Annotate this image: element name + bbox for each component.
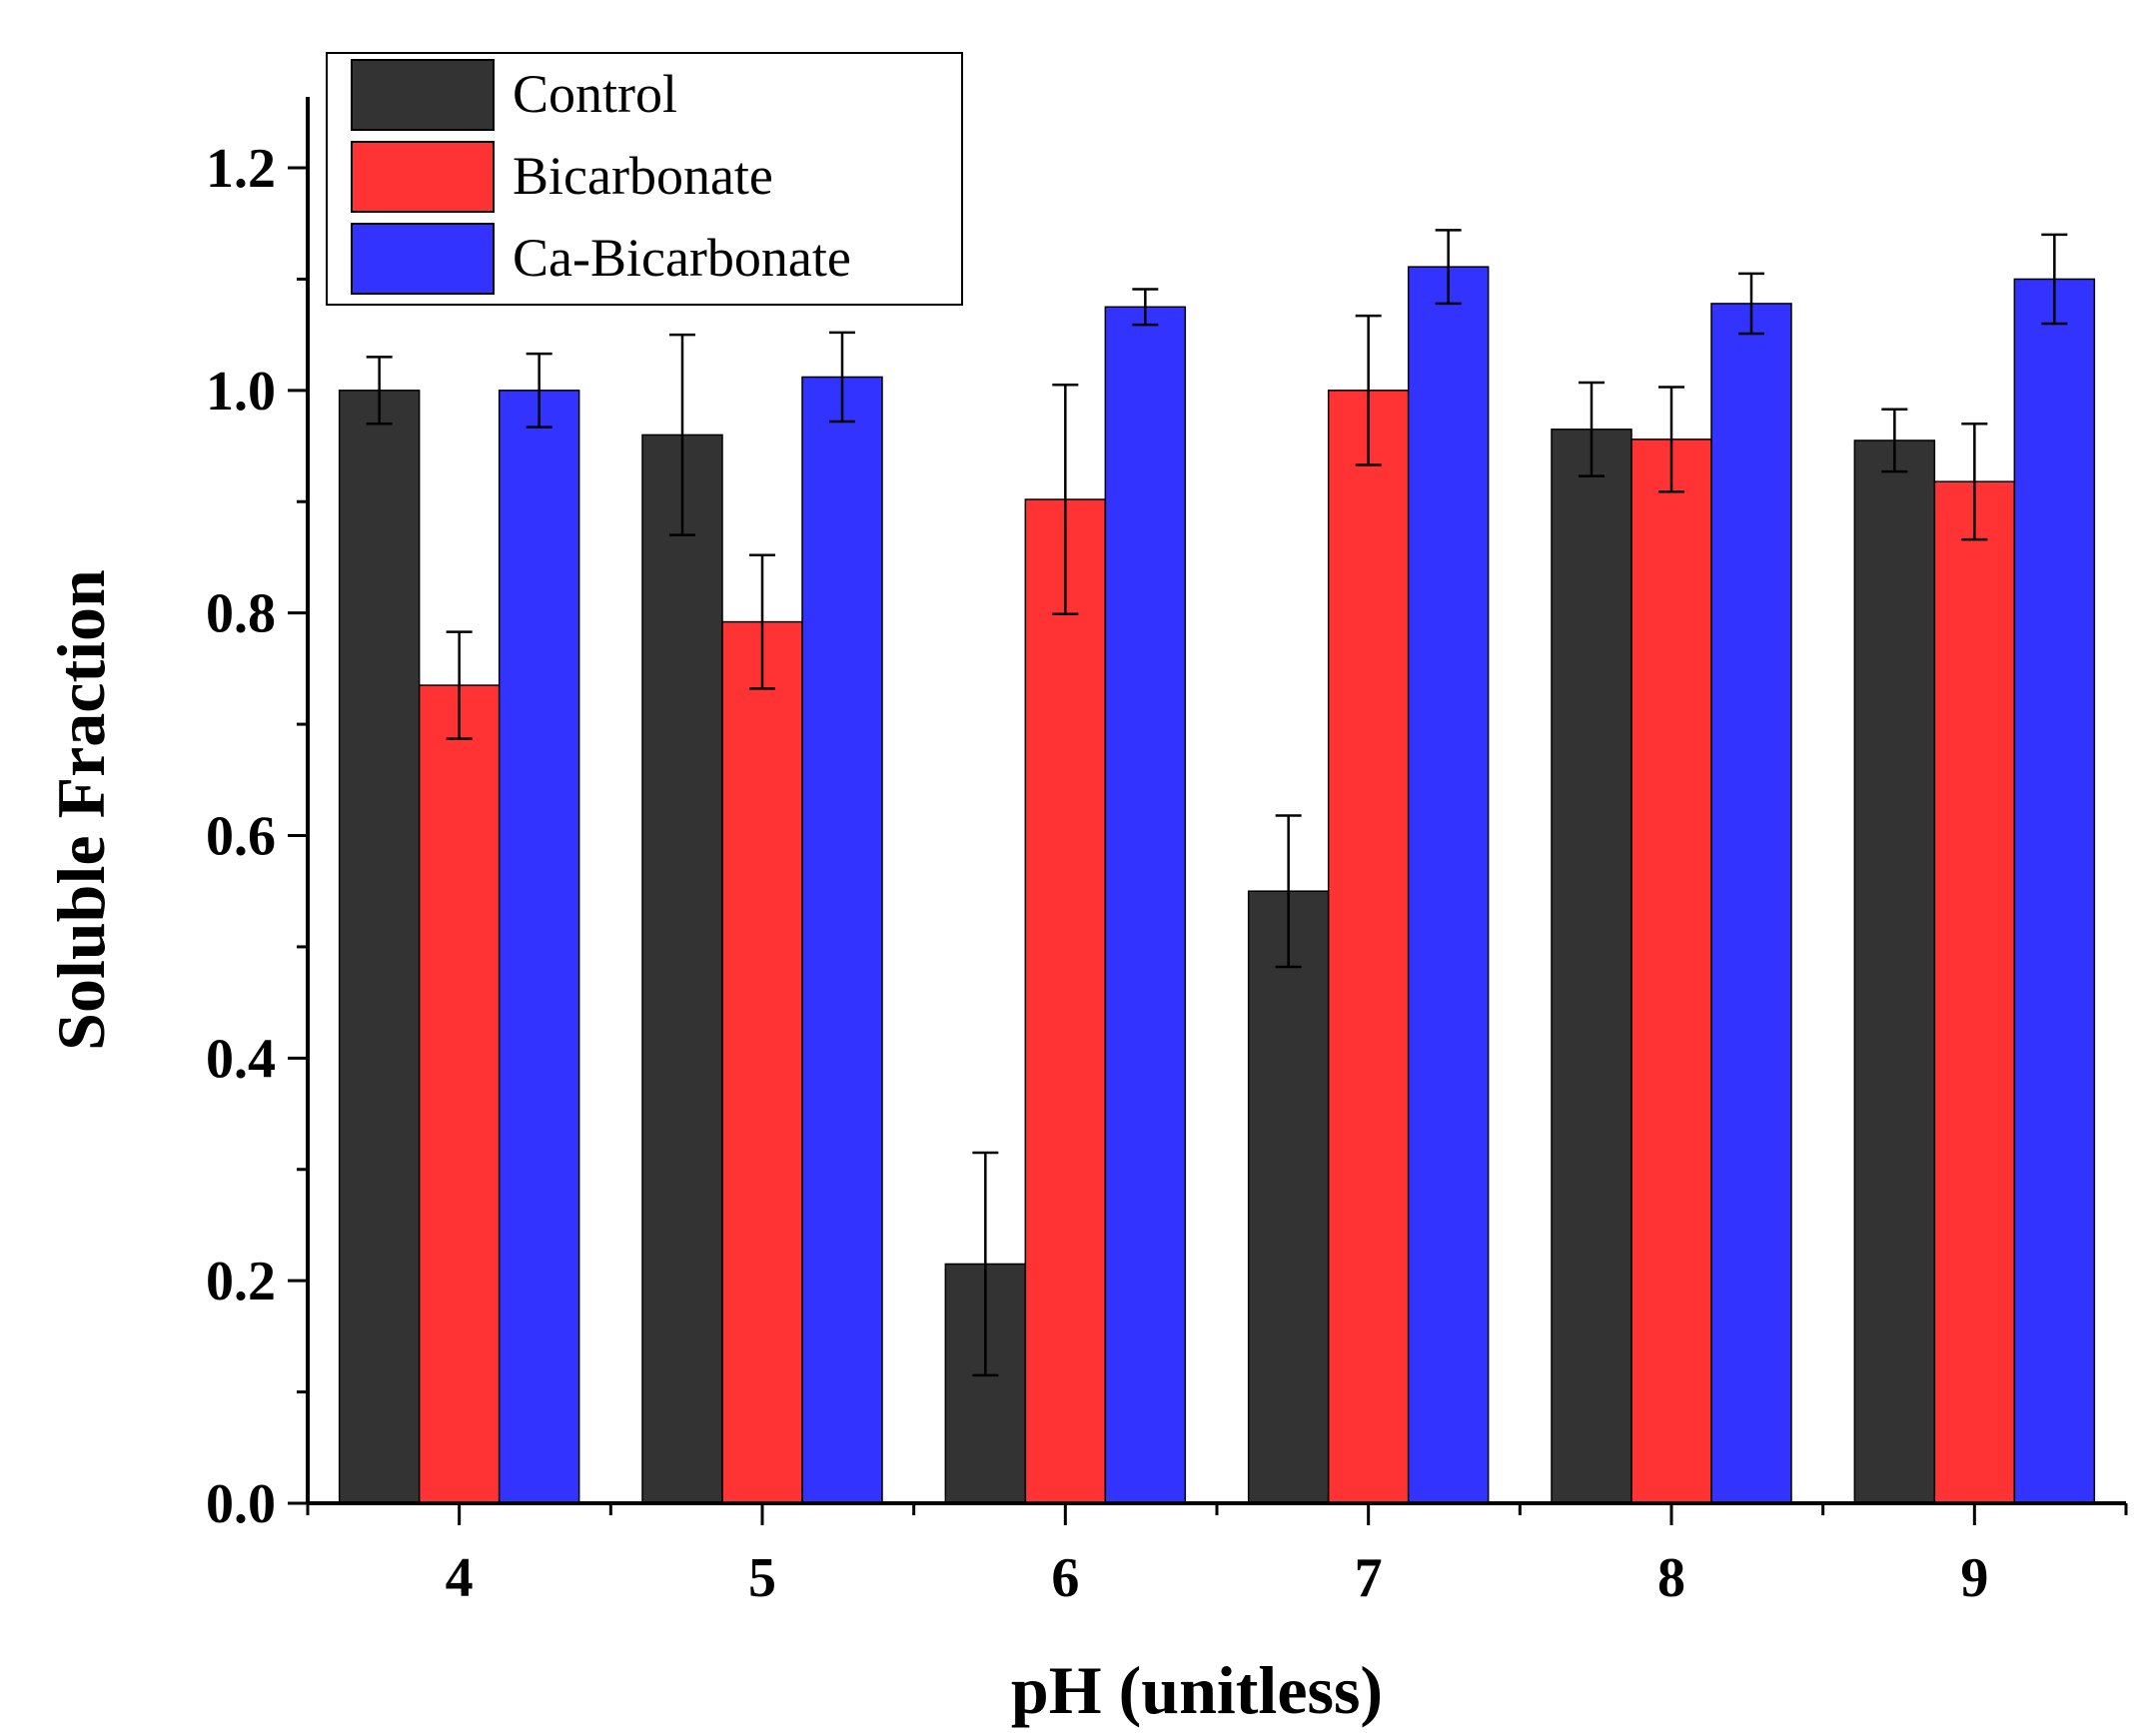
bar-ca-bicarbonate-ph-5 [801,376,883,1504]
bar-bicarbonate-ph-5 [721,620,803,1504]
bar-ca-bicarbonate-ph-9 [2013,278,2096,1504]
y-tick-label: 1.2 [206,138,276,200]
error-bar-control-ph-5 [669,333,695,536]
plot-area [338,229,2096,1504]
x-tick-label: 4 [446,1547,474,1609]
bar-ca-bicarbonate-ph-8 [1710,303,1792,1504]
bar-bicarbonate-ph-9 [1933,480,2016,1504]
bar-control-ph-7 [1247,890,1330,1504]
legend-swatch-ca-bicarbonate [351,223,495,295]
x-tick-label: 7 [1355,1547,1383,1609]
x-tick-label: 6 [1051,1547,1079,1609]
bar-bicarbonate-ph-7 [1327,390,1410,1504]
bar-ca-bicarbonate-ph-4 [498,390,580,1504]
bar-control-ph-8 [1551,429,1632,1504]
error-bar-control-ph-4 [366,356,393,426]
error-bar-ca-bicarbonate-ph-9 [2041,233,2068,326]
error-bar-ca-bicarbonate-ph-6 [1132,288,1159,327]
y-tick-label: 0.6 [206,806,276,868]
bar-bicarbonate-ph-6 [1024,498,1107,1504]
bar-bicarbonate-ph-8 [1630,438,1712,1504]
y-tick-label: 0.4 [206,1028,276,1090]
bar-ca-bicarbonate-ph-6 [1104,306,1187,1504]
y-axis-title: Soluble Fraction [43,569,119,1051]
y-tick-label: 0.8 [206,583,276,645]
error-bar-bicarbonate-ph-7 [1355,314,1382,466]
y-tick-label: 0.0 [206,1473,276,1535]
error-bar-ca-bicarbonate-ph-7 [1435,229,1462,306]
bar-bicarbonate-ph-4 [418,684,501,1504]
axes: pH (unitless) Soluble Fraction 0.0 0.2 0.4… [43,97,2128,1728]
error-bar-bicarbonate-ph-9 [1961,423,1988,541]
bar-control-ph-9 [1853,439,1936,1504]
error-bar-control-ph-6 [972,1151,999,1377]
y-tick-label: 1.0 [206,361,276,423]
error-bar-ca-bicarbonate-ph-5 [829,331,855,424]
bar-control-ph-5 [641,433,723,1504]
error-bar-ca-bicarbonate-ph-8 [1738,272,1764,336]
error-bar-control-ph-7 [1275,814,1302,969]
x-tick-label: 5 [748,1547,776,1609]
x-tick-label: 8 [1657,1547,1685,1609]
error-bar-control-ph-9 [1881,408,1908,473]
y-tick-label: 0.2 [206,1251,276,1312]
error-bar-ca-bicarbonate-ph-4 [526,352,552,429]
legend-label-bicarbonate: Bicarbonate [513,146,773,206]
error-bar-bicarbonate-ph-8 [1658,386,1684,493]
bar-ca-bicarbonate-ph-7 [1407,266,1490,1504]
legend-swatch-control [351,59,495,131]
bar-control-ph-4 [338,390,421,1504]
x-tick-label: 9 [1960,1547,1988,1609]
error-bar-bicarbonate-ph-6 [1052,384,1079,616]
legend-label-ca-bicarbonate: Ca-Bicarbonate [513,228,851,288]
x-axis-title: pH (unitless) [1011,1652,1383,1728]
error-bar-control-ph-8 [1579,381,1605,477]
legend-label-control: Control [513,64,677,124]
legend-swatch-bicarbonate [351,141,495,213]
legend: Control Bicarbonate Ca-Bicarbonate [326,52,963,306]
error-bar-bicarbonate-ph-5 [749,553,775,690]
error-bar-bicarbonate-ph-4 [446,630,473,740]
